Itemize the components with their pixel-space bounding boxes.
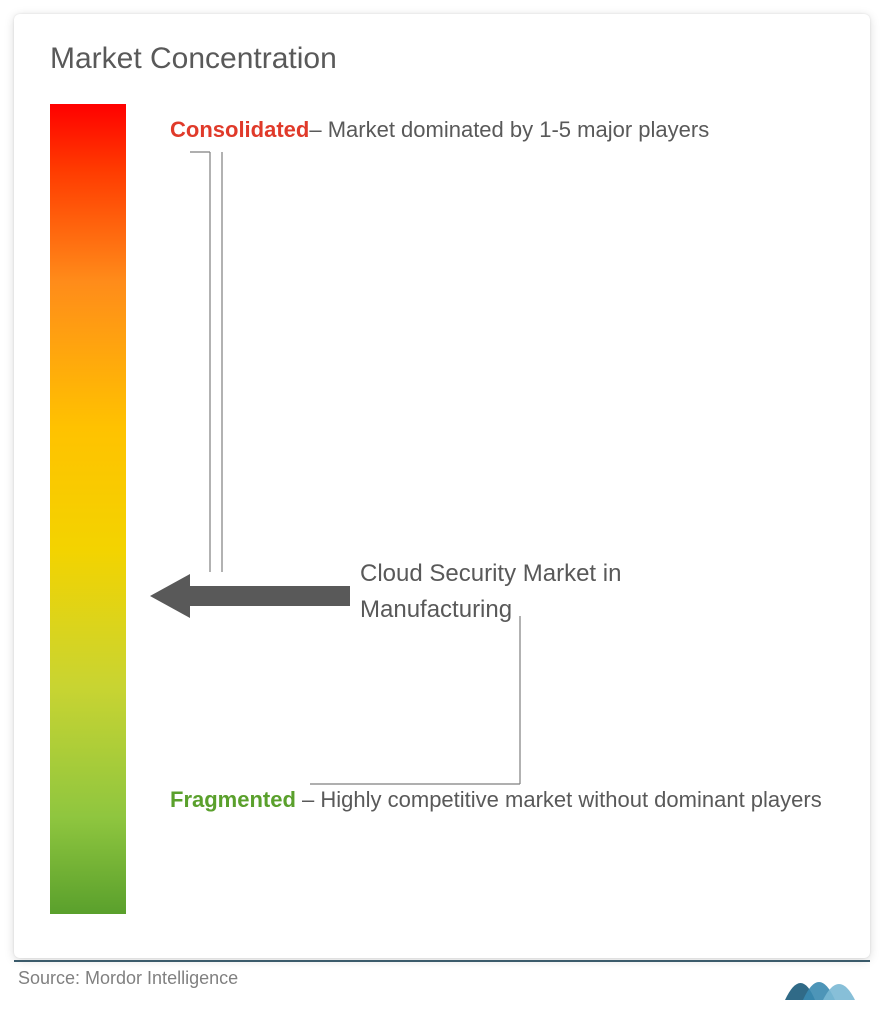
consolidated-label: Consolidated <box>170 117 309 142</box>
brand-logo <box>783 962 863 1002</box>
marker-arrow <box>150 572 350 620</box>
fragmented-description: – Highly competitive market without domi… <box>296 787 822 812</box>
concentration-gradient-bar <box>50 104 126 914</box>
fragmented-label: Fragmented <box>170 787 296 812</box>
chart-title: Market Concentration <box>50 42 834 76</box>
source-text: Source: Mordor Intelligence <box>14 968 238 988</box>
chart-card: Market Concentration Consolidated– Marke… <box>14 14 870 958</box>
consolidated-label-block: Consolidated– Market dominated by 1-5 ma… <box>170 106 810 154</box>
fragmented-label-block: Fragmented – Highly competitive market w… <box>170 774 830 827</box>
source-row: Source: Mordor Intelligence <box>14 960 870 989</box>
consolidated-description: – Market dominated by 1-5 major players <box>309 117 709 142</box>
market-label: Cloud Security Market in Manufacturing <box>360 556 700 628</box>
chart-area: Consolidated– Market dominated by 1-5 ma… <box>50 104 834 924</box>
